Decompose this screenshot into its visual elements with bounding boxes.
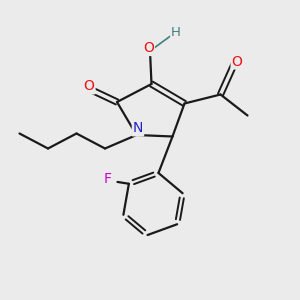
Text: O: O: [232, 55, 242, 68]
Text: N: N: [133, 122, 143, 135]
Text: O: O: [84, 80, 94, 93]
Text: H: H: [171, 26, 181, 39]
Text: O: O: [143, 41, 154, 55]
Text: F: F: [103, 172, 111, 186]
